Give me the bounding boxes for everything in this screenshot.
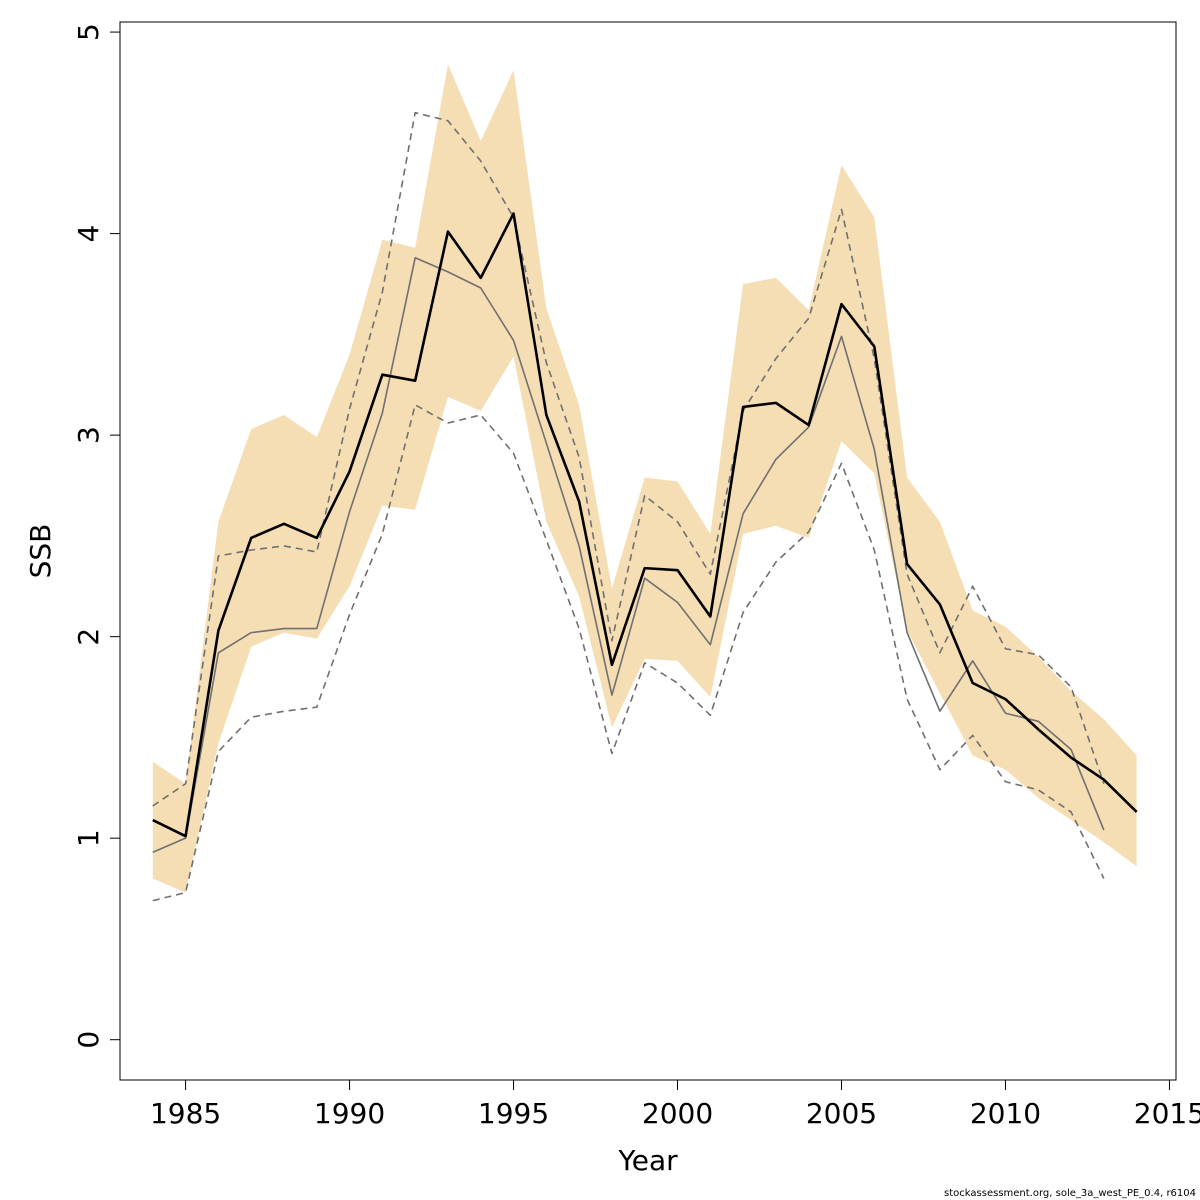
- y-tick-label: 3: [72, 426, 105, 444]
- confidence-band-layer: [152, 64, 1137, 893]
- y-tick-label: 1: [72, 829, 105, 847]
- y-axis-title: SSB: [24, 524, 57, 579]
- x-tick-label: 1990: [314, 1097, 385, 1130]
- x-tick-label: 1985: [150, 1097, 221, 1130]
- y-axis: 0 1 2 3 4 5: [72, 23, 121, 1049]
- footer-credit: stockassessment.org, sole_3a_west_PE_0.4…: [944, 1188, 1196, 1199]
- x-axis-title: Year: [617, 1144, 678, 1177]
- retro-dashed-line-2: [152, 111, 1105, 807]
- y-tick-label: 5: [72, 23, 105, 41]
- x-tick-label: 2010: [970, 1097, 1041, 1130]
- x-tick-label: 2005: [806, 1097, 877, 1130]
- retro-dashed-line-3: [152, 404, 1105, 902]
- retro-line: [152, 256, 1105, 854]
- confidence-band: [152, 64, 1137, 893]
- x-tick-label: 2000: [642, 1097, 713, 1130]
- x-tick-label: 1995: [478, 1097, 549, 1130]
- y-tick-label: 2: [72, 628, 105, 646]
- series-layer: [152, 111, 1138, 902]
- x-axis: 1985 1990 1995 2000 2005 2010 2015: [150, 1079, 1200, 1130]
- y-tick-label: 4: [72, 225, 105, 243]
- estimate-line: [152, 212, 1138, 838]
- y-tick-label: 0: [72, 1031, 105, 1049]
- x-tick-label: 2015: [1134, 1097, 1200, 1130]
